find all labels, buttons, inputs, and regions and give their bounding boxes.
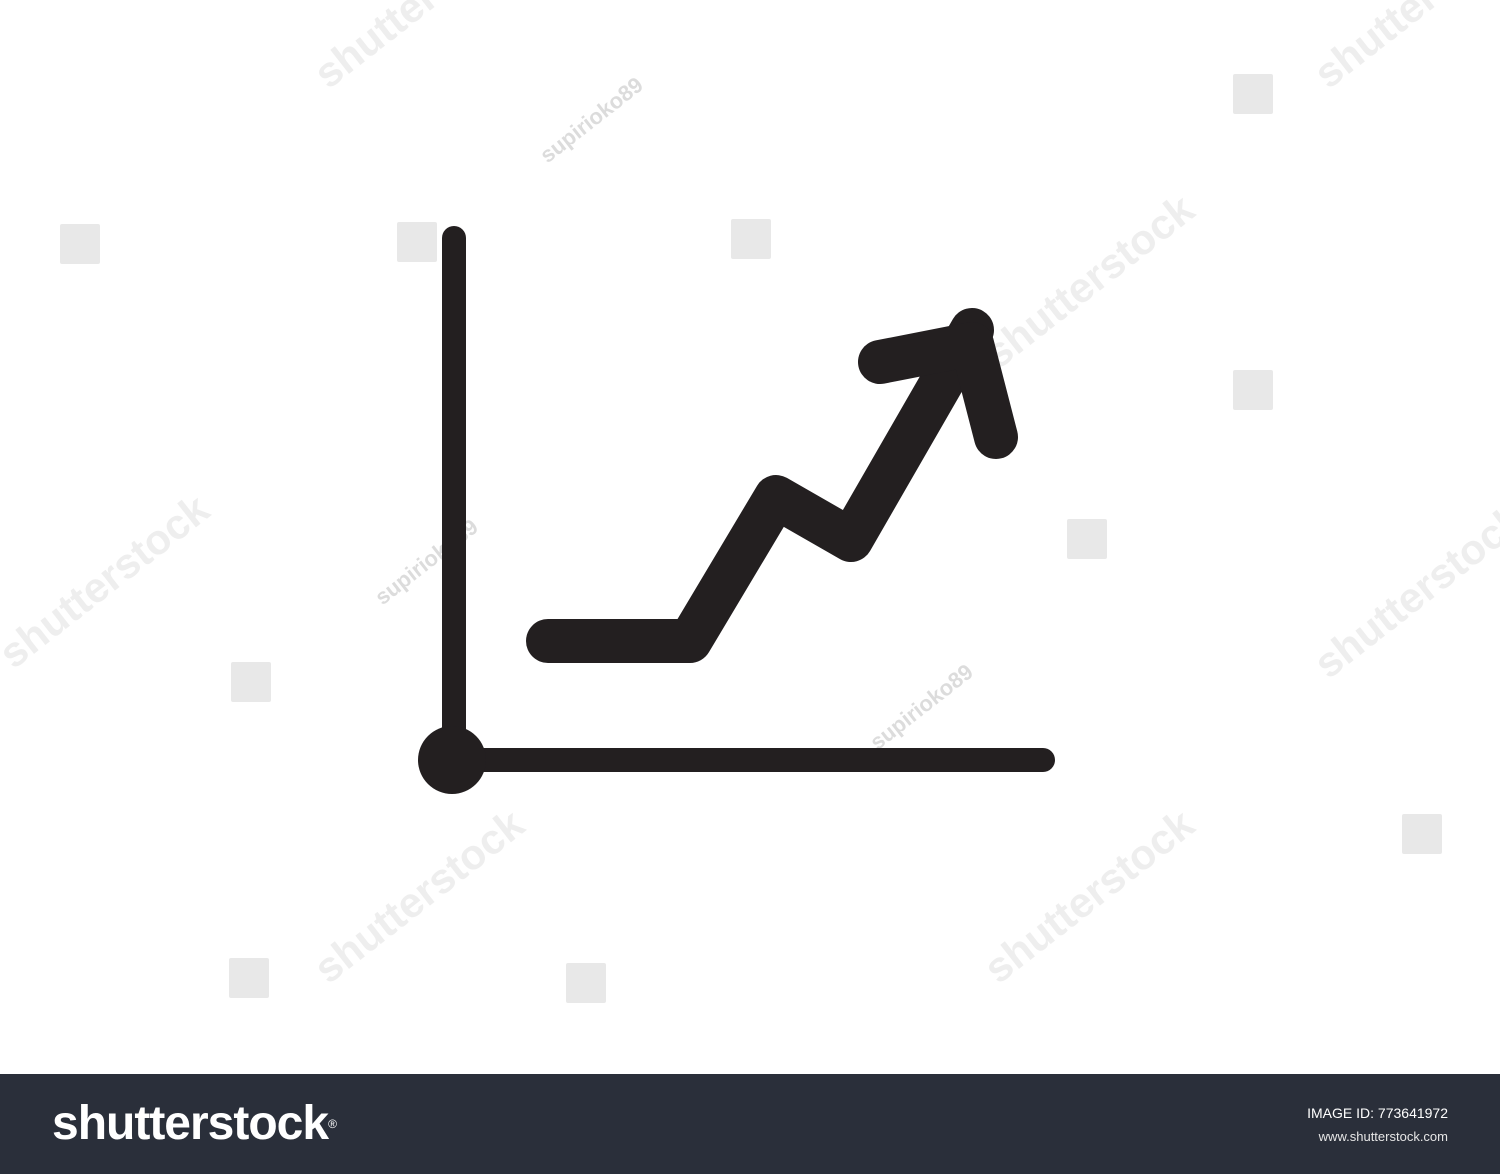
- origin-dot: [418, 726, 486, 794]
- image-canvas: shutterstock shutterstock shutterstock s…: [0, 0, 1500, 1003]
- logo-text: shutterstock: [52, 1097, 329, 1150]
- image-id-value: 773641972: [1377, 1105, 1448, 1121]
- registered-mark: ®: [328, 1117, 337, 1131]
- chart-growth-icon: [418, 226, 1055, 794]
- trend-arrowhead: [858, 322, 1018, 459]
- shutterstock-logo: shutterstock®: [52, 1096, 337, 1152]
- footer-bar: shutterstock® IMAGE ID: 773641972 www.sh…: [0, 1074, 1500, 1174]
- site-url: www.shutterstock.com: [1318, 1129, 1448, 1144]
- trend-line: [526, 308, 994, 663]
- image-id-label: IMAGE ID:: [1307, 1105, 1375, 1121]
- image-id-line: IMAGE ID: 773641972: [1307, 1104, 1448, 1122]
- image-meta: IMAGE ID: 773641972 www.shutterstock.com: [1307, 1104, 1448, 1146]
